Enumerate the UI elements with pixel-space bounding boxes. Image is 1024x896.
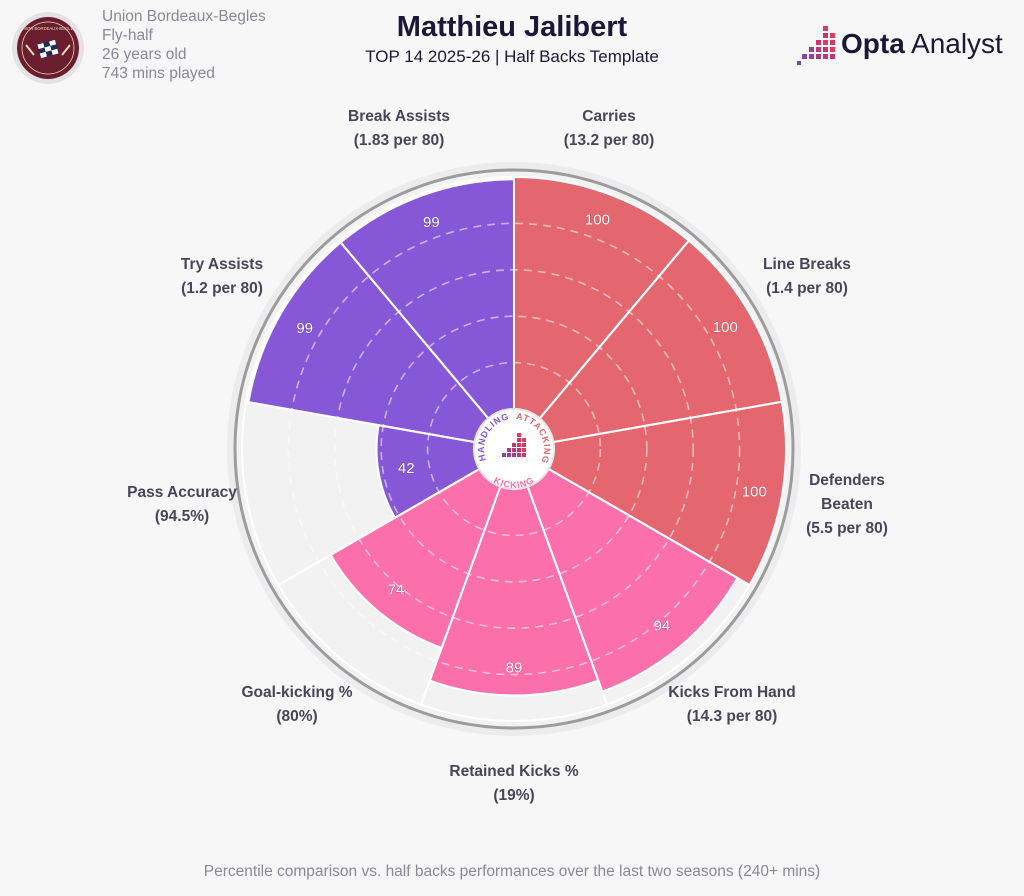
radar-spoke — [526, 486, 608, 705]
metric-value-label: (13.2 per 80) — [564, 132, 654, 149]
metric-value-label: (1.83 per 80) — [354, 132, 444, 149]
chart-subtitle: TOP 14 2025-26 | Half Backs Template — [365, 47, 659, 66]
metric-value-label: (1.4 per 80) — [766, 280, 848, 297]
metric-name-label: Kicks From Hand — [668, 684, 795, 701]
percentile-value-label: 99 — [423, 214, 440, 231]
radar-spoke — [548, 468, 751, 586]
metric-value-label: (5.5 per 80) — [806, 520, 888, 537]
brand-opta: Opta — [841, 28, 905, 59]
opta-analyst-logo: Opta Analyst — [797, 26, 1007, 66]
radar-spoke — [538, 239, 690, 420]
player-name-title: Matthieu Jalibert — [396, 11, 628, 43]
metric-value-label: (94.5%) — [155, 508, 209, 525]
metric-name-label: Line Breaks — [763, 256, 851, 273]
radar-guide-ring — [380, 315, 648, 583]
percentile-value-label: 89 — [506, 659, 523, 676]
club-logo: UNION BORDEAUX-BEGLES — [12, 12, 84, 84]
hub-opta-icon — [502, 433, 526, 457]
percentile-value-label: 42 — [398, 460, 415, 477]
radar-guide-ring — [287, 222, 741, 676]
player-age: 26 years old — [102, 46, 187, 63]
metric-name-label: Try Assists — [181, 256, 263, 273]
percentile-value-label: 74 — [388, 582, 405, 599]
minutes-played: 743 mins played — [102, 65, 215, 82]
opta-logo-icon — [797, 26, 835, 65]
radar-spoke — [245, 400, 475, 444]
club-logo-lettering: UNION BORDEAUX-BEGLES — [20, 26, 77, 31]
club-name: Union Bordeaux-Begles — [102, 8, 266, 25]
metric-value-label: (19%) — [493, 787, 534, 804]
metric-value-label: (1.2 per 80) — [181, 280, 263, 297]
percentile-value-label: 100 — [742, 483, 767, 500]
percentile-value-label: 100 — [713, 319, 738, 336]
metric-name-label: Beaten — [821, 496, 873, 513]
metric-name-label: Defenders — [809, 472, 885, 489]
footnote: Percentile comparison vs. half backs per… — [203, 863, 821, 880]
metric-name-label: Retained Kicks % — [449, 763, 578, 780]
radar-spoke — [277, 468, 480, 586]
brand-analyst: Analyst — [904, 28, 1003, 59]
percentile-value-label: 94 — [654, 617, 671, 634]
percentile-value-label: 99 — [296, 320, 313, 337]
radar-spoke — [338, 239, 490, 420]
radar-spoke — [420, 486, 502, 705]
metric-value-label: (80%) — [276, 708, 317, 725]
player-position: Fly-half — [102, 27, 153, 44]
radar-spoke — [553, 400, 783, 444]
metric-name-label: Goal-kicking % — [241, 684, 352, 701]
player-info: Union Bordeaux-Begles Fly-half 26 years … — [102, 7, 266, 83]
percentile-value-label: 100 — [585, 212, 610, 229]
metric-name-label: Carries — [582, 108, 635, 125]
metric-name-label: Pass Accuracy — [127, 484, 237, 501]
metric-value-label: (14.3 per 80) — [687, 708, 777, 725]
metric-name-label: Break Assists — [348, 108, 450, 125]
group-label: KICKING — [492, 475, 536, 490]
